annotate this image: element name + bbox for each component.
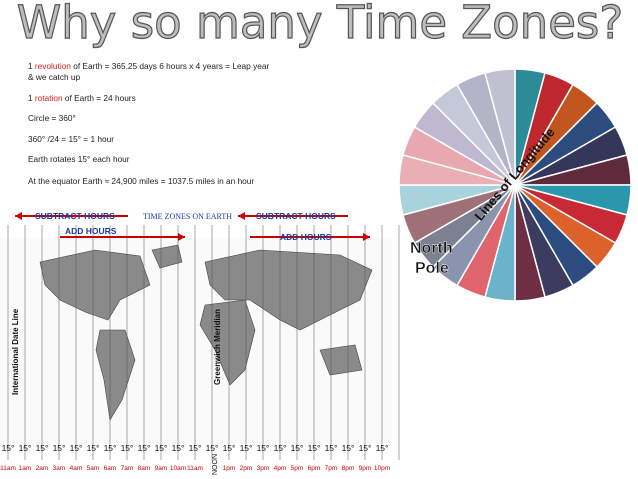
fact-line: & we catch up [28, 72, 81, 82]
hour-label: 10pm [374, 465, 390, 472]
zone-width-label: 15° [104, 443, 117, 453]
zone-width-label: 15° [2, 443, 15, 453]
continent [204, 249, 373, 331]
hour-label: 1am [19, 465, 32, 472]
map-title: TIME ZONES ON EARTH [143, 212, 232, 221]
hour-label: 7am [121, 465, 134, 472]
zone-width-label: 15° [155, 443, 168, 453]
fact-text: Earth rotates 15° each hour [28, 154, 130, 164]
hour-label: 6pm [308, 465, 321, 472]
subtract-label: SUBTRACT HOURS [256, 211, 336, 221]
hour-label: 10am [170, 465, 186, 472]
continent [95, 329, 136, 421]
zone-width-label: 15° [376, 443, 389, 453]
north-label: North [410, 240, 453, 257]
fact-text: 1 [28, 93, 35, 103]
zone-width-label: 15° [240, 443, 253, 453]
zone-width-label: 15° [138, 443, 151, 453]
facts: 1 revolution of Earth = 365.25 days 6 ho… [28, 61, 269, 186]
hour-label: 2am [36, 465, 49, 472]
zone-width-label: 15° [308, 443, 321, 453]
fact-line: 1 revolution of Earth = 365.25 days 6 ho… [28, 61, 269, 71]
hour-label: 5am [87, 465, 100, 472]
meridian-label: Greenwich Meridian [213, 309, 222, 385]
zone-width-label: 15° [291, 443, 304, 453]
zone-width-label: 15° [189, 443, 202, 453]
add-label: ADD HOURS [65, 226, 117, 236]
zone-width-label: 15° [274, 443, 287, 453]
subtract-label: SUBTRACT HOURS [35, 211, 115, 221]
zone-width-label: 15° [223, 443, 236, 453]
continent [319, 344, 363, 376]
fact-text: of Earth = 365.25 days 6 hours x 4 years… [71, 61, 270, 71]
hour-label: 11am [0, 465, 16, 472]
zone-width-label: 15° [206, 443, 219, 453]
fact-text: rotation [35, 93, 63, 103]
hour-label: 1pm [223, 465, 236, 472]
arrow-head [238, 212, 245, 220]
hour-label: 3am [53, 465, 66, 472]
hour-label: 5pm [291, 465, 304, 472]
zone-width-label: 15° [257, 443, 270, 453]
fact-text: & we catch up [28, 72, 81, 82]
hour-label: 3pm [257, 465, 270, 472]
fact-line: At the equator Earth ≈ 24,900 miles = 10… [28, 176, 254, 186]
continent [151, 244, 183, 269]
continent [39, 249, 151, 321]
fact-text: revolution [35, 61, 71, 71]
add-label: ADD HOURS [280, 232, 332, 242]
arrow-head [15, 212, 22, 220]
fact-line: 360° /24 = 15° = 1 hour [28, 134, 114, 144]
angle-label: 15° [417, 284, 437, 299]
hour-label: 6am [104, 465, 117, 472]
hour-label: 9am [155, 465, 168, 472]
zone-width-label: 15° [121, 443, 134, 453]
arrow-head [178, 233, 185, 241]
hour-label: 2pm [240, 465, 253, 472]
time-zone-map: SUBTRACT HOURS SUBTRACT HOURS ADD HOURS ADD… [0, 211, 400, 475]
fact-line: 1 rotation of Earth = 24 hours [28, 93, 136, 103]
hour-label: 8pm [342, 465, 355, 472]
hour-label: 9pm [359, 465, 372, 472]
hour-label: 4am [70, 465, 83, 472]
fact-text: At the equator Earth ≈ 24,900 miles = 10… [28, 176, 254, 186]
hour-label: 8am [138, 465, 151, 472]
zone-width-label: 15° [53, 443, 66, 453]
hour-label: 11am [187, 465, 203, 472]
fact-text: of Earth = 24 hours [63, 93, 136, 103]
hour-label: 4pm [274, 465, 287, 472]
zone-width-label: 15° [19, 443, 32, 453]
arrow-head [363, 233, 370, 241]
noon-label: NOON [212, 454, 219, 475]
date-line-label: International Date Line [11, 308, 20, 395]
zone-width-label: 15° [87, 443, 100, 453]
fact-line: Earth rotates 15° each hour [28, 154, 130, 164]
zone-width-label: 15° [342, 443, 355, 453]
zone-width-label: 15° [172, 443, 185, 453]
zone-width-label: 15° [70, 443, 83, 453]
hour-label: 7pm [325, 465, 338, 472]
continent [199, 299, 256, 386]
zone-width-label: 15° [325, 443, 338, 453]
zone-width-label: 15° [36, 443, 49, 453]
slide-title: Why so many Time Zones? [17, 0, 623, 49]
pole-label: Pole [415, 260, 449, 277]
fact-text: Circle = 360° [28, 113, 76, 123]
fact-text: 1 [28, 61, 35, 71]
fact-text: 360° /24 = 15° = 1 hour [28, 134, 114, 144]
zone-width-label: 15° [359, 443, 372, 453]
fact-line: Circle = 360° [28, 113, 76, 123]
pie-wedge [484, 68, 516, 186]
